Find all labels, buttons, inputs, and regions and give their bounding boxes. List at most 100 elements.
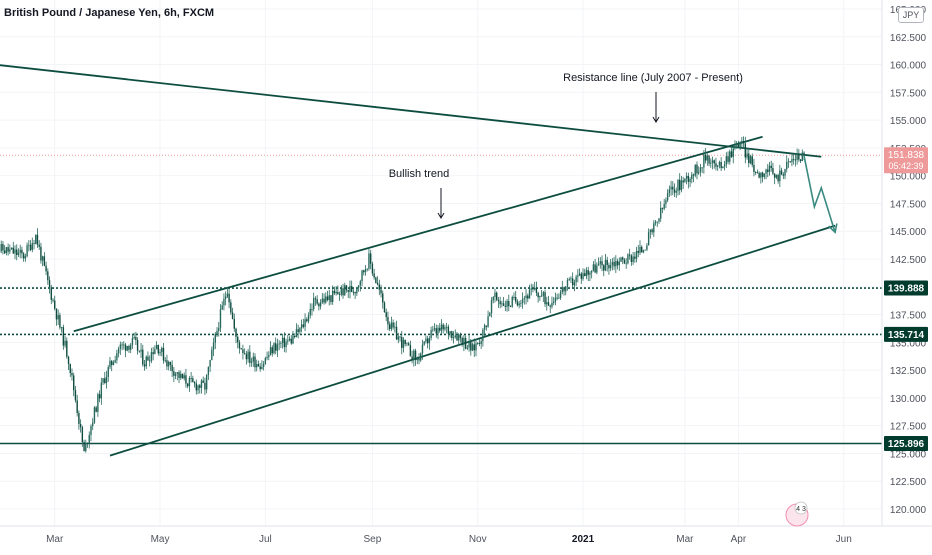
candle-body [11, 248, 12, 250]
candle-body [724, 164, 725, 166]
candle-body [777, 175, 778, 181]
candle-body [33, 243, 34, 244]
candle-body [550, 306, 551, 307]
candle-body [334, 291, 335, 293]
candle-body [586, 270, 587, 276]
candle-body [346, 285, 347, 290]
price-tag-value: 135.714 [888, 330, 925, 341]
candle-body [674, 190, 675, 193]
price-tick-label: 160.000 [890, 61, 927, 72]
candle-body [377, 283, 378, 285]
candle-body [389, 324, 390, 329]
candle-body [380, 290, 381, 294]
symbol-title: British Pound / Japanese Yen, 6h, FXCM [4, 7, 214, 19]
candle-body [532, 288, 533, 289]
candle-body [89, 435, 90, 443]
candle-body [139, 351, 140, 352]
candle-body [66, 341, 67, 357]
candle-body [693, 175, 694, 176]
candle-body [650, 229, 651, 232]
price-tick-label: 155.000 [890, 116, 927, 127]
candle-body [353, 292, 354, 293]
candle-body [605, 260, 606, 271]
candle-body [278, 344, 279, 345]
candle-body [203, 381, 204, 383]
candle-body [482, 330, 483, 342]
candle-body [698, 172, 699, 174]
candle-body [85, 443, 86, 451]
candle-body [682, 180, 683, 182]
currency-label[interactable]: JPY [898, 7, 924, 23]
candle-body [291, 339, 292, 344]
candle-body [147, 357, 148, 361]
candle-body [4, 250, 5, 253]
candle-body [109, 361, 110, 367]
price-tick-label: 122.500 [890, 477, 927, 488]
candle-body [494, 293, 495, 297]
candle-body [348, 290, 349, 292]
candle-body [146, 357, 147, 367]
candle-body [676, 191, 677, 193]
candle-body [710, 163, 711, 164]
candle-body [453, 337, 454, 338]
candle-body [9, 249, 10, 251]
candle-body [458, 334, 459, 340]
candle-body [517, 302, 518, 306]
candle-body [396, 327, 397, 340]
candle-body [209, 360, 210, 367]
candle-body [629, 254, 630, 255]
candle-body [672, 187, 673, 190]
candle-body [316, 299, 317, 303]
candle-body [689, 179, 690, 182]
candle-body [19, 250, 20, 253]
candle-body [123, 345, 124, 346]
candle-body [624, 260, 625, 264]
candle-body [111, 361, 112, 365]
candle-body [632, 257, 633, 262]
candle-body [387, 317, 388, 324]
candle-body [513, 297, 514, 298]
candle-body [284, 338, 285, 347]
candle-body [94, 407, 95, 422]
candle-body [748, 154, 749, 164]
candle-body [104, 378, 105, 383]
candle-body [18, 253, 19, 255]
candle-body [201, 381, 202, 388]
candle-body [71, 373, 72, 375]
candle-body [420, 353, 421, 360]
candle-body [256, 364, 257, 367]
candle-body [64, 341, 65, 346]
candle-body [660, 208, 661, 219]
candle-body [803, 153, 804, 155]
candle-body [439, 328, 440, 331]
time-tick-label: Nov [469, 534, 487, 545]
candle-body [365, 269, 366, 272]
candle-body [491, 300, 492, 313]
candle-body [477, 343, 478, 344]
candle-body [199, 385, 200, 388]
candle-body [253, 357, 254, 362]
candle-body [705, 155, 706, 161]
candle-body [180, 374, 181, 378]
candle-body [90, 426, 91, 435]
candle-body [791, 159, 792, 162]
candle-body [272, 347, 273, 353]
candle-body [470, 342, 471, 351]
price-tick-label: 142.500 [890, 255, 927, 266]
candle-body [194, 382, 195, 383]
candle-body [515, 297, 516, 302]
candle-body [783, 174, 784, 175]
candle-body [216, 331, 217, 334]
candle-body [140, 350, 141, 352]
time-tick-label: Sep [363, 534, 381, 545]
candle-body [120, 345, 121, 349]
candle-body [230, 302, 231, 312]
candle-body [455, 335, 456, 337]
price-tag-value: 151.838 [888, 150, 925, 161]
candle-body [197, 385, 198, 390]
candle-body [427, 339, 428, 344]
candle-body [784, 169, 785, 176]
candle-body [717, 165, 718, 166]
